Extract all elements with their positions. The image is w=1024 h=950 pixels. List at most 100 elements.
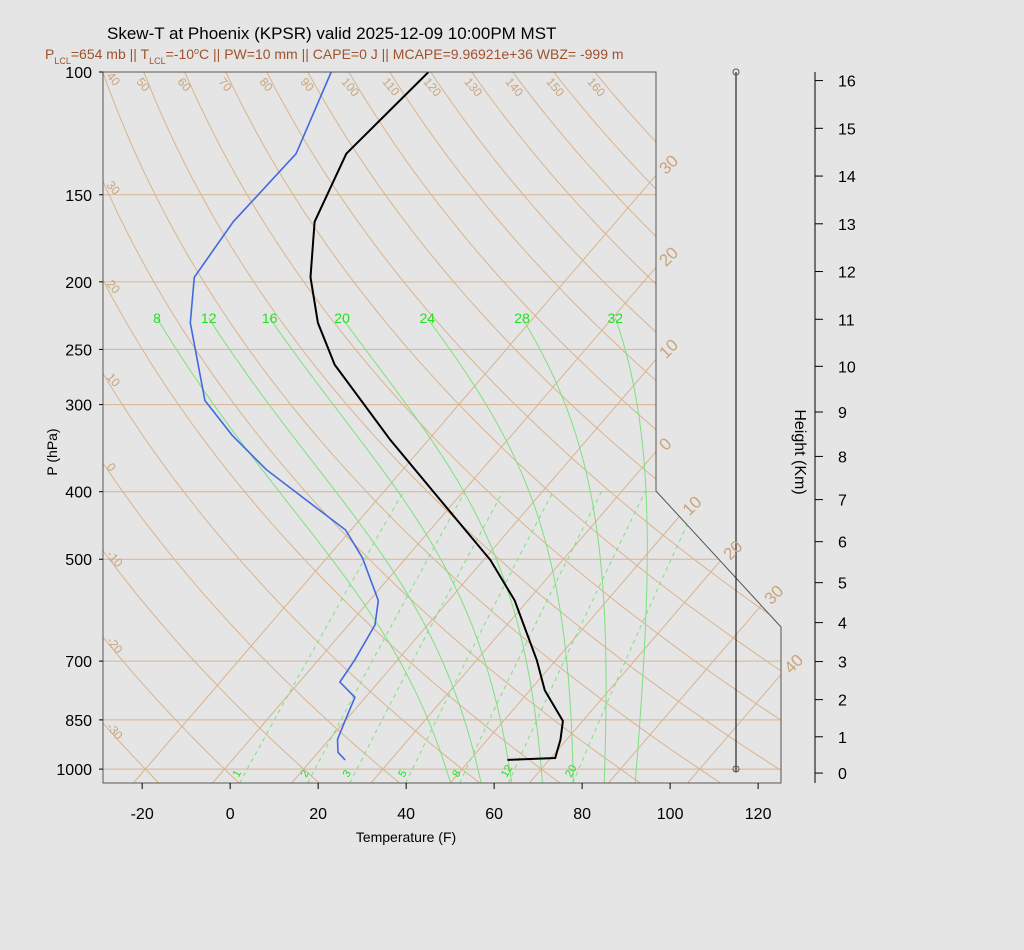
moist-adiabat-label: 12 xyxy=(201,310,217,326)
dry-adiabat-label: 70 xyxy=(216,75,236,94)
moist-adiabat xyxy=(341,317,543,783)
moist-adiabat xyxy=(614,317,648,783)
isotherm-label: 20 xyxy=(720,537,747,564)
mixing-ratio-label: 3 xyxy=(341,768,354,779)
subtitle-part: =654 mb || T xyxy=(71,46,150,62)
x-tick-label: 60 xyxy=(485,806,503,823)
moist-adiabat xyxy=(521,317,607,783)
dry-adiabat-label: 80 xyxy=(257,75,277,94)
y-tick-label: 400 xyxy=(65,485,92,502)
chart-subtitle: PLCL=654 mb || TLCL=-10oC || PW=10 mm ||… xyxy=(45,46,624,66)
wind-marker xyxy=(732,68,740,76)
mixing-ratio-label: 12 xyxy=(499,763,516,780)
dry-adiabat-label: 20 xyxy=(104,277,124,296)
y2-tick-label: 6 xyxy=(838,535,847,552)
y2-tick-label: 13 xyxy=(838,217,856,234)
isotherm-label: 20 xyxy=(655,243,682,270)
dry-adiabat xyxy=(553,72,781,783)
moist-adiabat xyxy=(269,317,513,783)
dry-adiabat xyxy=(103,72,561,783)
isotherm xyxy=(212,72,781,783)
mixing-ratio-label: 2 xyxy=(298,768,311,779)
dry-adiabat-label: 100 xyxy=(339,75,363,100)
moist-adiabat-label: 16 xyxy=(262,310,278,326)
mixing-ratio-line xyxy=(459,490,603,783)
dry-adiabat-label: 120 xyxy=(420,75,444,100)
dry-adiabat-label: 0 xyxy=(104,460,119,474)
y-axis-label: P (hPa) xyxy=(44,428,60,475)
dry-adiabat xyxy=(471,72,781,783)
y2-tick-label: 12 xyxy=(838,265,856,282)
dry-adiabat xyxy=(430,72,781,783)
y-tick-label: 500 xyxy=(65,552,92,569)
subtitle-part: o xyxy=(194,46,199,56)
subtitle-part: C || PW=10 mm || CAPE=0 J || MCAPE=9.969… xyxy=(199,46,624,62)
x-tick-label: 120 xyxy=(745,806,772,823)
dry-adiabat-label: -10 xyxy=(104,548,126,571)
background-lines xyxy=(103,72,781,783)
mixing-ratio-label: 8 xyxy=(450,768,463,779)
dry-adiabat-label: 160 xyxy=(584,75,608,100)
y2-tick-label: 4 xyxy=(838,616,847,633)
mixing-ratio-label: 20 xyxy=(563,763,580,780)
dry-adiabat-label: 60 xyxy=(175,75,195,94)
y-tick-label: 300 xyxy=(65,398,92,415)
y2-tick-label: 8 xyxy=(838,449,847,466)
y2-tick-label: 16 xyxy=(838,74,856,91)
wind-marker xyxy=(732,765,740,773)
isotherm xyxy=(528,72,781,783)
y-tick-label: 850 xyxy=(65,713,92,730)
dry-adiabat xyxy=(225,72,781,783)
dry-adiabat xyxy=(266,72,781,783)
moist-adiabat-label: 32 xyxy=(607,310,623,326)
dry-adiabat xyxy=(103,72,240,783)
dry-adiabat-label: 140 xyxy=(502,75,526,100)
moist-adiabat-label: 24 xyxy=(419,310,435,326)
y-tick-label: 200 xyxy=(65,275,92,292)
subtitle-part: LCL xyxy=(54,56,71,66)
y2-tick-label: 9 xyxy=(838,405,847,422)
y2-tick-label: 14 xyxy=(838,169,856,186)
isotherm xyxy=(291,72,781,783)
y-tick-label: 1000 xyxy=(56,762,92,779)
mixing-ratio-line xyxy=(349,490,504,783)
y2-tick-label: 3 xyxy=(838,655,847,672)
moist-adiabat xyxy=(156,317,451,783)
y2-tick-label: 2 xyxy=(838,693,847,710)
isotherm xyxy=(449,72,781,783)
dry-adiabat-label: 130 xyxy=(461,75,485,100)
dry-adiabat-label: 10 xyxy=(104,370,124,389)
dry-adiabat xyxy=(307,72,781,783)
dry-adiabat xyxy=(184,72,781,783)
isotherm xyxy=(132,72,746,783)
moist-adiabat-label: 20 xyxy=(334,310,350,326)
dry-adiabat xyxy=(103,72,481,783)
x-axis-label: Temperature (F) xyxy=(356,829,456,845)
dry-adiabat xyxy=(103,72,721,783)
y2-tick-label: 7 xyxy=(838,493,847,510)
plot-frame xyxy=(102,71,782,784)
x-tick-label: 40 xyxy=(397,806,415,823)
dry-adiabat xyxy=(103,72,641,783)
chart-title: Skew-T at Phoenix (KPSR) valid 2025-12-0… xyxy=(107,24,556,43)
isotherm-label: 40 xyxy=(780,651,807,678)
x-tick-label: -20 xyxy=(131,806,154,823)
dry-adiabat xyxy=(103,72,400,783)
y-tick-label: 150 xyxy=(65,188,92,205)
subtitle-part: LCL xyxy=(149,56,166,66)
moist-adiabat-label: 28 xyxy=(514,310,530,326)
x-tick-label: 100 xyxy=(657,806,684,823)
y2-tick-label: 1 xyxy=(838,730,847,747)
mixing-ratio-label: 5 xyxy=(396,768,409,779)
moist-adiabat xyxy=(208,317,482,783)
dry-adiabat xyxy=(103,72,320,783)
isotherm-label: 30 xyxy=(761,581,788,608)
dry-adiabat-label: 90 xyxy=(298,75,318,94)
subtitle-part: P xyxy=(45,46,54,62)
mixing-ratio-line xyxy=(239,490,405,783)
dewpoint-line xyxy=(189,72,380,761)
x-tick-label: 0 xyxy=(226,806,235,823)
isotherm-label: 10 xyxy=(655,335,682,362)
